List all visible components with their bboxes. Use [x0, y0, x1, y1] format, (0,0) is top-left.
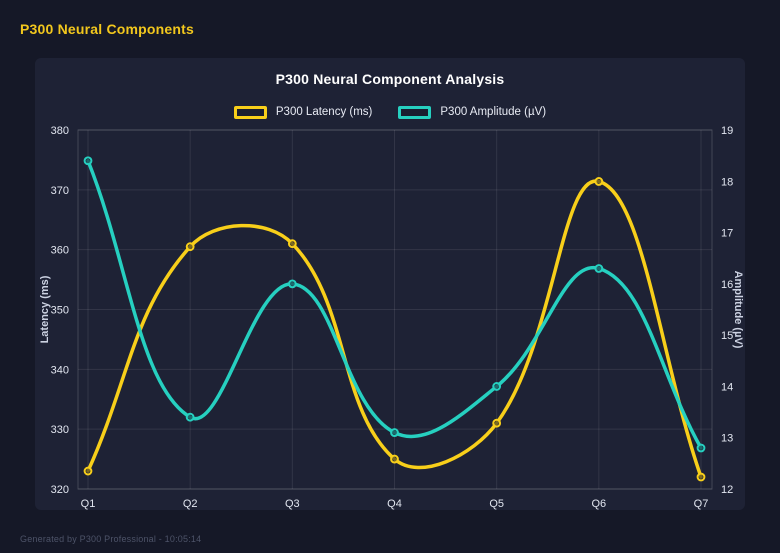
left-axis-tick-label: 340 — [51, 364, 69, 376]
x-axis-tick-label: Q6 — [591, 498, 606, 510]
generated-by-footer: Generated by P300 Professional - 10:05:1… — [20, 534, 202, 544]
amplitude-data-point[interactable] — [594, 264, 604, 273]
right-axis-tick-label: 17 — [721, 228, 733, 240]
right-axis-tick-label: 15 — [721, 330, 733, 342]
latency-data-point[interactable] — [492, 418, 502, 428]
latency-data-point[interactable] — [287, 239, 297, 249]
line-chart-plot-area[interactable]: 320 330 340 350 360 370 380 12 13 14 15 16 17 18 19 Q1 Q… — [35, 58, 745, 510]
left-axis-title: Latency (ms) — [39, 275, 51, 343]
right-axis-tick-label: 18 — [721, 176, 733, 188]
chart-title: P300 Neural Component Analysis — [275, 71, 505, 87]
latency-legend-swatch — [233, 105, 267, 119]
x-axis-tick-label: Q1 — [81, 498, 96, 510]
chart-card: 320 330 340 350 360 370 380 12 13 14 15 16 17 18 19 Q1 Q… — [35, 58, 745, 510]
right-axis-tick-label: 19 — [721, 125, 733, 137]
latency-data-point[interactable] — [390, 454, 399, 464]
left-axis-tick-label: 370 — [51, 185, 69, 197]
page-title: P300 Neural Components — [20, 21, 194, 37]
right-axis-tick-label: 12 — [721, 484, 733, 496]
amplitude-data-point[interactable] — [696, 443, 706, 453]
latency-data-point[interactable] — [696, 472, 706, 482]
legend-item-latency[interactable]: P300 Latency (ms) — [233, 105, 373, 119]
amplitude-data-point[interactable] — [390, 428, 399, 437]
latency-data-point[interactable] — [185, 242, 195, 252]
right-axis-tick-label: 16 — [721, 279, 733, 291]
amplitude-legend-label: P300 Amplitude (µV) — [440, 106, 547, 118]
left-axis-tick-label: 360 — [51, 245, 69, 257]
left-axis-tick-label: 320 — [51, 484, 69, 496]
chart-legend: P300 Latency (ms) P300 Amplitude (µV) — [35, 102, 745, 122]
plot-border — [77, 129, 713, 490]
right-axis-title: Amplitude (µV) — [732, 271, 744, 349]
right-axis-tick-label: 14 — [721, 381, 733, 393]
x-axis-tick-label: Q5 — [489, 498, 504, 510]
right-axis-tick-label: 13 — [721, 433, 733, 445]
left-axis-tick-label: 380 — [51, 125, 69, 137]
latency-data-point[interactable] — [83, 466, 93, 476]
left-axis-tick-label: 330 — [51, 424, 69, 436]
legend-item-amplitude[interactable]: P300 Amplitude (µV) — [398, 105, 547, 119]
amplitude-data-point[interactable] — [492, 382, 502, 391]
amplitude-data-point[interactable] — [287, 279, 297, 289]
latency-legend-label: P300 Latency (ms) — [275, 106, 373, 118]
latency-data-point[interactable] — [594, 177, 604, 186]
x-axis-tick-label: Q2 — [183, 498, 198, 510]
left-axis-tick-label: 350 — [51, 305, 69, 317]
x-axis-tick-label: Q7 — [694, 498, 709, 510]
amplitude-data-point[interactable] — [185, 412, 195, 422]
x-axis-tick-label: Q4 — [387, 498, 402, 510]
amplitude-data-point[interactable] — [83, 156, 93, 166]
amplitude-legend-swatch — [398, 105, 432, 119]
x-axis-tick-label: Q3 — [285, 498, 300, 510]
